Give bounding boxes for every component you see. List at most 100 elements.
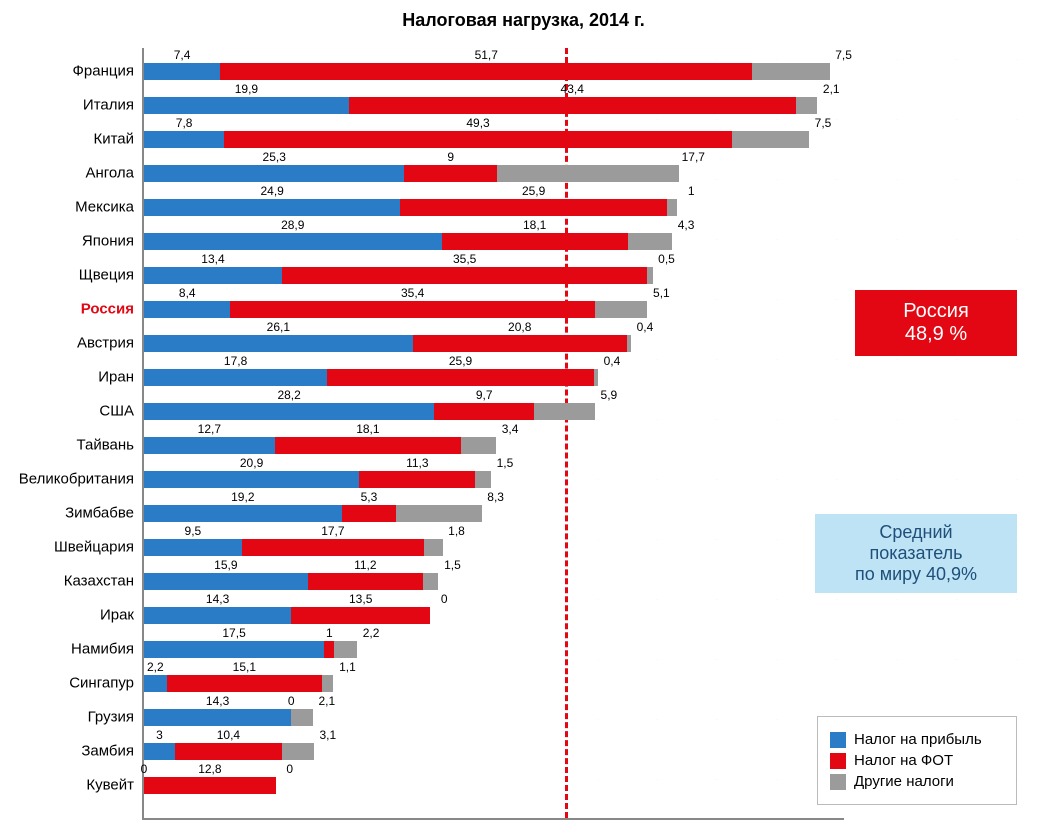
value-label: 5,9 <box>601 388 618 402</box>
chart-row: Китай7,849,37,5 <box>144 122 844 156</box>
bar-segment <box>144 335 413 352</box>
value-label: 20,8 <box>508 320 531 334</box>
value-label: 25,3 <box>263 150 286 164</box>
legend: Налог на прибыльНалог на ФОТДругие налог… <box>817 716 1017 805</box>
value-label: 1 <box>326 626 333 640</box>
bar-segment <box>282 743 314 760</box>
value-label: 24,9 <box>260 184 283 198</box>
bar-segment <box>144 437 275 454</box>
bar-segment <box>144 471 359 488</box>
bar-segment <box>647 267 652 284</box>
chart-row: Щвеция13,435,50,5 <box>144 258 844 292</box>
value-label: 17,5 <box>222 626 245 640</box>
chart-row: Ирак14,313,50 <box>144 598 844 632</box>
bar-segment <box>349 97 796 114</box>
value-label: 7,5 <box>815 116 832 130</box>
value-label: 5,1 <box>653 286 670 300</box>
value-label: 14,3 <box>206 592 229 606</box>
bar-segment <box>175 743 282 760</box>
legend-swatch <box>830 732 846 748</box>
value-label: 0 <box>441 592 448 606</box>
value-label: 15,1 <box>233 660 256 674</box>
value-label: 2,1 <box>823 82 840 96</box>
value-label: 7,5 <box>835 48 852 62</box>
legend-label: Другие налоги <box>854 773 954 790</box>
chart-row: Замбия310,43,1 <box>144 734 844 768</box>
bar-segment <box>342 505 397 522</box>
chart-row: Россия8,435,45,1 <box>144 292 844 326</box>
bar-segment <box>144 641 324 658</box>
country-label: Италия <box>4 97 134 114</box>
value-label: 1,8 <box>448 524 465 538</box>
bar-segment <box>413 335 627 352</box>
value-label: 9,7 <box>476 388 493 402</box>
bar-segment <box>144 403 434 420</box>
bar-segment <box>424 539 443 556</box>
chart-title: Налоговая нагрузка, 2014 г. <box>0 10 1047 31</box>
value-label: 28,9 <box>281 218 304 232</box>
bar-segment <box>144 233 442 250</box>
legend-swatch <box>830 774 846 790</box>
value-label: 20,9 <box>240 456 263 470</box>
bar-segment <box>497 165 679 182</box>
bar-segment <box>144 505 342 522</box>
value-label: 1 <box>688 184 695 198</box>
bar-segment <box>667 199 677 216</box>
bar-segment <box>322 675 333 692</box>
chart-row: Грузия14,302,1 <box>144 700 844 734</box>
country-label: Китай <box>4 131 134 148</box>
chart-row: Ангола25,3917,7 <box>144 156 844 190</box>
country-label: Щвеция <box>4 267 134 284</box>
bar-segment <box>230 301 594 318</box>
bar-segment <box>291 607 430 624</box>
legend-swatch <box>830 753 846 769</box>
bar-segment <box>144 607 291 624</box>
chart-row: США28,29,75,9 <box>144 394 844 428</box>
country-label: США <box>4 403 134 420</box>
country-label: Япония <box>4 233 134 250</box>
value-label: 0,5 <box>658 252 675 266</box>
avg-callout-line2: показатель <box>821 543 1011 564</box>
value-label: 8,4 <box>179 286 196 300</box>
country-label: Тайвань <box>4 437 134 454</box>
bar-segment <box>732 131 809 148</box>
country-label: Кувейт <box>4 777 134 794</box>
value-label: 26,1 <box>267 320 290 334</box>
value-label: 49,3 <box>466 116 489 130</box>
russia-callout-box: Россия 48,9 % <box>855 290 1017 356</box>
bar-segment <box>275 437 461 454</box>
value-label: 2,1 <box>318 694 335 708</box>
value-label: 8,3 <box>487 490 504 504</box>
value-label: 0 <box>288 694 295 708</box>
value-label: 17,7 <box>682 150 705 164</box>
value-label: 12,8 <box>198 762 221 776</box>
value-label: 35,5 <box>453 252 476 266</box>
bar-segment <box>144 539 242 556</box>
legend-label: Налог на прибыль <box>854 731 982 748</box>
chart-row: Италия19,943,42,1 <box>144 88 844 122</box>
value-label: 0 <box>286 762 293 776</box>
chart-row: Кувейт012,80 <box>144 768 844 802</box>
bar-segment <box>224 131 732 148</box>
world-average-callout-box: Средний показатель по миру 40,9% <box>815 514 1017 593</box>
bar-segment <box>442 233 628 250</box>
value-label: 13,4 <box>201 252 224 266</box>
value-label: 2,2 <box>147 660 164 674</box>
value-label: 4,3 <box>678 218 695 232</box>
bar-segment <box>400 199 667 216</box>
bar-segment <box>144 369 327 386</box>
value-label: 9 <box>447 150 454 164</box>
bar-segment <box>628 233 672 250</box>
bar-segment <box>434 403 534 420</box>
country-label: Швейцария <box>4 539 134 556</box>
value-label: 17,8 <box>224 354 247 368</box>
bar-segment <box>144 199 400 216</box>
bar-segment <box>594 369 598 386</box>
chart-row: Япония28,918,14,3 <box>144 224 844 258</box>
bar-segment <box>144 573 308 590</box>
chart-row: Сингапур2,215,11,1 <box>144 666 844 700</box>
chart-area: Франция7,451,77,5Италия19,943,42,1Китай7… <box>142 48 844 820</box>
value-label: 25,9 <box>522 184 545 198</box>
bar-segment <box>796 97 818 114</box>
value-label: 10,4 <box>217 728 240 742</box>
